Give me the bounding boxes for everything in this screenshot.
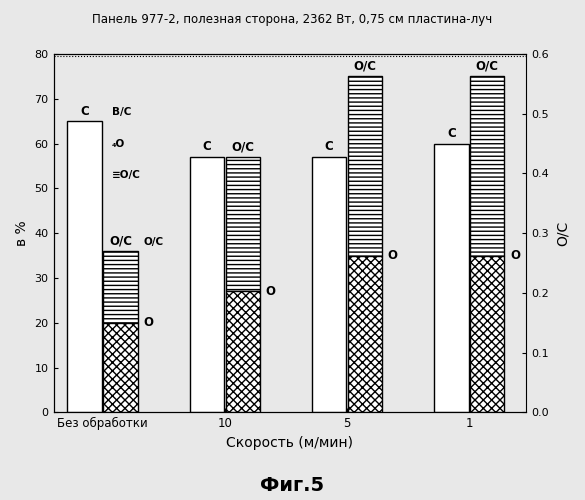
Text: O: O — [143, 316, 153, 330]
Text: C: C — [202, 140, 211, 153]
Bar — [470, 76, 504, 256]
Text: C: C — [80, 104, 89, 118]
Text: Панель 977-2, полезная сторона, 2362 Вт, 0,75 см пластина-луч: Панель 977-2, полезная сторона, 2362 Вт,… — [92, 12, 493, 26]
Bar — [434, 144, 469, 412]
Bar — [312, 157, 346, 412]
Bar — [226, 157, 260, 292]
Text: C: C — [325, 140, 333, 153]
Bar — [470, 256, 504, 412]
Text: O: O — [266, 285, 276, 298]
Bar — [67, 121, 102, 412]
X-axis label: Скорость (м/мин): Скорость (м/мин) — [226, 436, 353, 450]
Bar — [348, 256, 382, 412]
Text: ₄O: ₄O — [112, 138, 126, 148]
Bar — [348, 76, 382, 256]
Text: ≡O/C: ≡O/C — [112, 170, 141, 180]
Text: Фиг.5: Фиг.5 — [260, 476, 325, 495]
Bar — [226, 292, 260, 412]
Text: O/C: O/C — [143, 237, 163, 247]
Y-axis label: O/C: O/C — [556, 220, 570, 246]
Bar — [104, 323, 137, 412]
Text: O/C: O/C — [231, 140, 254, 153]
Text: O: O — [388, 249, 398, 262]
Text: C: C — [447, 127, 456, 140]
Text: O: O — [510, 249, 520, 262]
Text: O/C: O/C — [476, 60, 499, 73]
Y-axis label: в %: в % — [15, 220, 29, 246]
Bar — [104, 251, 137, 323]
Text: O/C: O/C — [353, 60, 377, 73]
Bar — [190, 157, 224, 412]
Text: O/C: O/C — [109, 234, 132, 248]
Text: B/C: B/C — [112, 108, 132, 118]
